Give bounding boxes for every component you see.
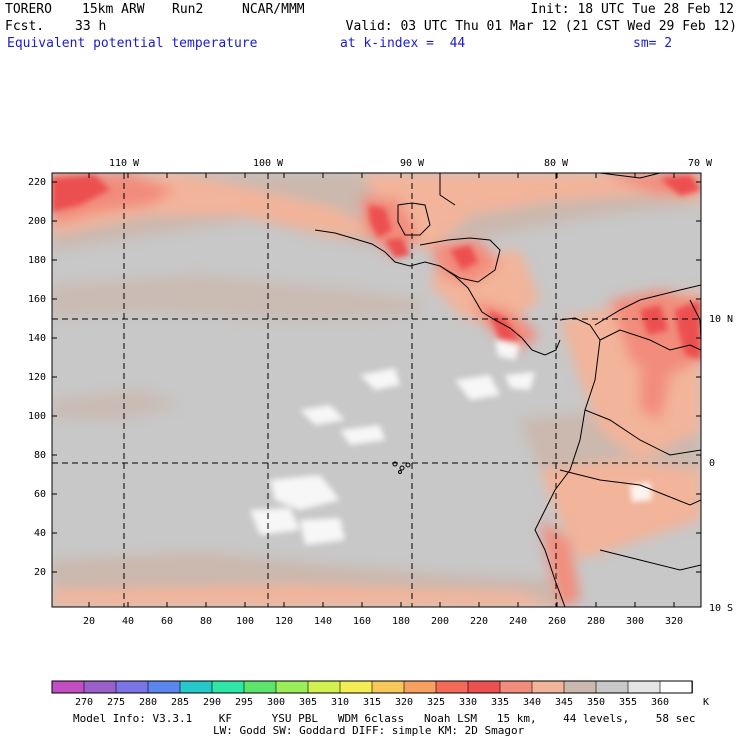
grid-x-label: 200 [431,616,449,627]
smoothing-value: sm= 2 [633,36,673,51]
colorbar-swatch [275,680,309,694]
galapagos-islands [392,461,411,474]
latlon-grid [52,173,701,607]
colorbar-label: 325 [427,697,445,708]
grid-x-label: 100 [236,616,254,627]
colorbar-label: 305 [299,697,317,708]
grid-x-label: 320 [665,616,683,627]
colorbar-swatch [147,680,181,694]
forecast-hours: 33 h [75,19,107,34]
colorbar-labels: 270 275 280 285 290 295 300 305 310 315 320 325 330 3… [75,697,669,708]
colorbar-swatch [339,680,373,694]
grid-y-label: 180 [28,255,46,266]
colorbar-label: 330 [459,697,477,708]
colorbar-swatch [563,680,597,694]
colorbar-swatch [403,680,437,694]
grid-x-label: 160 [353,616,371,627]
colorbar-swatch [243,680,277,694]
colorbar-label: 360 [651,697,669,708]
colorbar-swatch [595,680,629,694]
grid-y-label: 140 [28,333,46,344]
grid-x-label: 60 [161,616,173,627]
grid-x-label: 220 [470,616,488,627]
grid-x-label: 80 [200,616,212,627]
grid-y-label: 200 [28,216,46,227]
grid-x-label: 280 [587,616,605,627]
grid-y-label: 80 [34,450,46,461]
colorbar-label: 310 [331,697,349,708]
colorbar-label: 285 [171,697,189,708]
grid-x-label: 300 [626,616,644,627]
grid-x-label: 180 [392,616,410,627]
grid-x-label: 140 [314,616,332,627]
lon-label-80w: 80 W [544,158,569,169]
colorbar-swatch [467,680,501,694]
level-index: at k-index = 44 [340,36,466,51]
colorbar-swatch [627,680,661,694]
grid-y-label: 20 [34,567,46,578]
colorbar-swatch [499,680,533,694]
colorbar-swatch [531,680,565,694]
lon-label-90w: 90 W [400,158,425,169]
lat-label-10n: 10 N [709,314,733,325]
grid-y-label: 40 [34,528,46,539]
colorbar-swatch [83,680,117,694]
model-name: TORERO [5,2,52,17]
colorbar-swatch [115,680,149,694]
colorbar-label: 320 [395,697,413,708]
colorbar-label: 315 [363,697,381,708]
grid-y-label: 60 [34,489,46,500]
physics-info-line: LW: Godd SW: Goddard DIFF: simple KM: 2D… [213,724,525,737]
grid-x-label: 40 [122,616,134,627]
lon-label-100w: 100 W [253,158,284,169]
field-name: Equivalent potential temperature [7,36,258,51]
axis-ticks [52,173,701,607]
grid-y-label: 120 [28,372,46,383]
colorbar [51,680,693,694]
lat-label-10s: 10 S [709,603,733,614]
grid-x-label: 260 [548,616,566,627]
colorbar-swatch [307,680,341,694]
colorbar-swatch [51,680,85,694]
colorbar-swatch [371,680,405,694]
grid-y-label: 220 [28,177,46,188]
colorbar-label: 340 [523,697,541,708]
colorbar-unit: K [703,697,709,708]
colorbar-label: 300 [267,697,285,708]
colorbar-label: 355 [619,697,637,708]
colorbar-swatch [179,680,213,694]
organization-label: NCAR/MMM [242,2,305,17]
theta-e-field [52,173,701,607]
model-info-line: Model Info: V3.3.1 KF YSU PBL WDM 6class… [73,712,696,725]
grid-x-label: 120 [275,616,293,627]
colorbar-swatch [211,680,245,694]
colorbar-swatch [659,680,693,694]
forecast-label: Fcst. [5,19,45,34]
colorbar-label: 290 [203,697,221,708]
grid-x-label: 20 [83,616,95,627]
run-label: Run2 [172,2,204,17]
grid-y-label: 100 [28,411,46,422]
valid-time: Valid: 03 UTC Thu 01 Mar 12 (21 CST Wed … [345,19,737,34]
colorbar-label: 350 [587,697,605,708]
colorbar-label: 345 [555,697,573,708]
init-time: Init: 18 UTC Tue 28 Feb 12 [530,2,735,17]
lon-label-70w: 70 W [688,158,713,169]
colorbar-label: 280 [139,697,157,708]
colorbar-label: 275 [107,697,125,708]
colorbar-label: 270 [75,697,93,708]
colorbar-label: 335 [491,697,509,708]
grid-y-label: 160 [28,294,46,305]
lon-label-110w: 110 W [109,158,140,169]
model-resolution: 15km ARW [82,2,145,17]
colorbar-frame [51,680,693,694]
colorbar-label: 295 [235,697,253,708]
colorbar-swatch [435,680,469,694]
plot-frame [51,172,702,608]
grid-x-label: 240 [509,616,527,627]
lat-label-0: 0 [709,458,715,469]
